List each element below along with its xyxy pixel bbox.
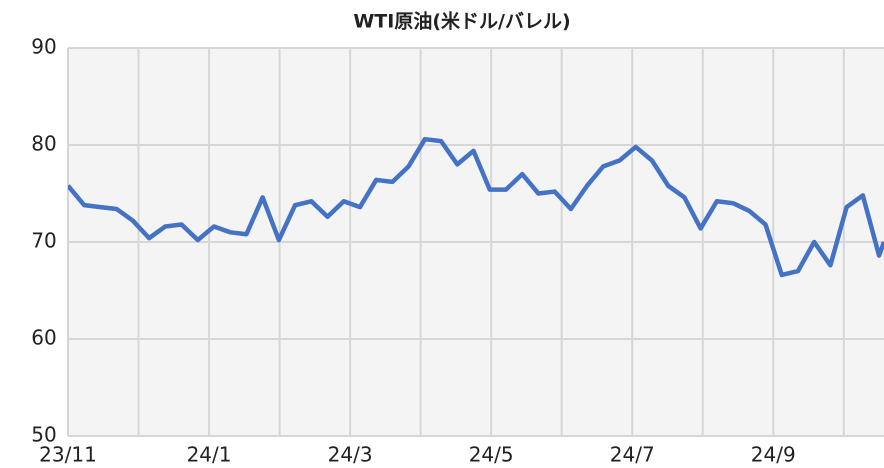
data-line [68, 136, 884, 278]
y-tick-label: 90 [31, 35, 56, 59]
x-tick-label: 24/7 [610, 443, 655, 467]
y-tick-label: 70 [31, 229, 56, 253]
x-tick-label: 24/5 [469, 443, 514, 467]
lines [68, 136, 884, 278]
x-tick-label: 24/1 [187, 443, 232, 467]
x-tick-label: 24/3 [328, 443, 373, 467]
y-tick-label: 80 [31, 132, 56, 156]
y-tick-label: 50 [31, 423, 56, 447]
labels: 50 60 70 80 90 23/11 24/1 24/3 24/5 24/7 24/9 [31, 35, 795, 467]
x-tick-label: 24/9 [751, 443, 796, 467]
x-tick-label: 23/11 [39, 443, 97, 467]
y-tick-label: 60 [31, 326, 56, 350]
chart-title: WTI原油(米ドル/バレル) [353, 10, 570, 33]
